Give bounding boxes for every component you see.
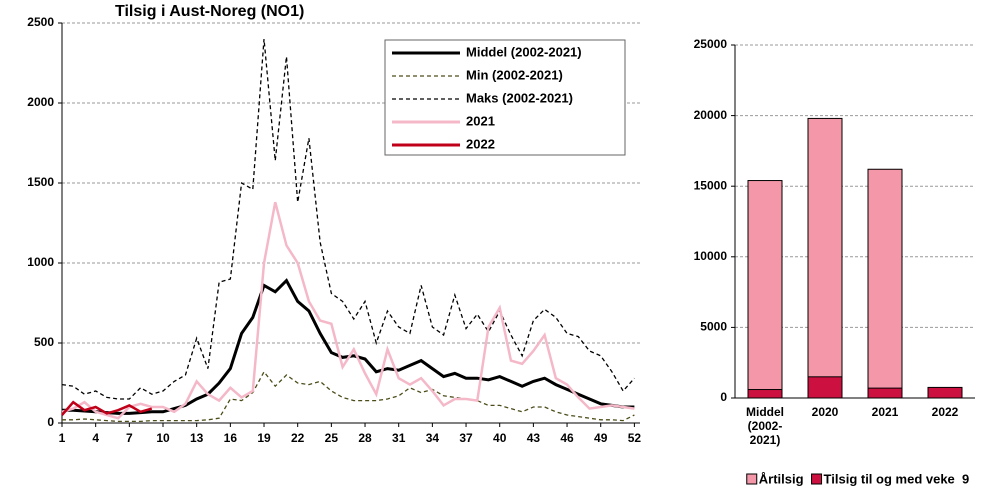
- legend-swatch: [811, 473, 823, 485]
- line-series: [61, 400, 153, 416]
- legend: Årtilsig Tilsig til og med veke 9: [746, 471, 970, 486]
- legend-label: 2021: [466, 113, 495, 128]
- x-tick-label: 52: [628, 431, 642, 445]
- bar: [867, 387, 903, 399]
- legend-label: Årtilsig: [759, 471, 804, 486]
- legend-label: Middel (2002-2021): [466, 44, 582, 59]
- bar: [747, 180, 783, 399]
- x-tick-label: 31: [392, 431, 406, 445]
- x-tick-label: 49: [594, 431, 608, 445]
- legend-label: Maks (2002-2021): [466, 90, 573, 105]
- y-tick-label: 1500: [27, 175, 54, 189]
- y-tick-label: 1000: [27, 255, 54, 269]
- x-tick-label: 10: [156, 431, 170, 445]
- x-tick-label: 37: [459, 431, 473, 445]
- y-tick-label: 5000: [700, 320, 727, 334]
- line-series: [61, 201, 635, 420]
- line-series: [61, 38, 635, 400]
- bar: [807, 376, 843, 399]
- x-tick-label: 28: [358, 431, 372, 445]
- bar: [867, 168, 903, 399]
- x-tick-label: 2022: [931, 405, 959, 419]
- legend-box: [384, 39, 626, 156]
- y-tick-label: 10000: [694, 249, 728, 263]
- y-tick-label: 20000: [694, 108, 728, 122]
- x-tick-label: 22: [291, 431, 305, 445]
- legend: Middel (2002-2021) Min (2002-2021) Maks (2…: [384, 39, 626, 156]
- chart-title: Tilsig i Aust-Noreg (NO1): [115, 3, 304, 20]
- x-tick-label: 46: [560, 431, 574, 445]
- x-tick-label: 19: [257, 431, 271, 445]
- line-series: [62, 370, 635, 423]
- x-tick-label: 13: [190, 431, 204, 445]
- y-tick-label: 0: [720, 390, 727, 404]
- y-tick-label: 2500: [27, 15, 54, 29]
- legend-swatch: [746, 473, 758, 485]
- y-tick-label: 25000: [694, 37, 728, 51]
- legend-label: Min (2002-2021): [466, 67, 563, 82]
- x-tick-label: 4: [92, 431, 99, 445]
- y-tick-label: 2000: [27, 95, 54, 109]
- x-tick-label: 7: [126, 431, 133, 445]
- x-tick-label: 1: [59, 431, 66, 445]
- x-tick-label: 25: [325, 431, 339, 445]
- x-tick-label: 40: [493, 431, 507, 445]
- y-tick-label: 500: [34, 335, 54, 349]
- x-tick-label: 34: [426, 431, 440, 445]
- x-tick-label: 2020: [811, 405, 839, 419]
- legend-label: 2022: [466, 136, 495, 151]
- bar: [747, 389, 783, 399]
- y-tick-label: 0: [47, 415, 54, 429]
- x-tick-label: 2021: [871, 405, 899, 419]
- x-tick-label: Middel (2002-2021): [746, 405, 784, 447]
- legend-label: Tilsig til og med veke 9: [824, 471, 970, 486]
- x-tick-label: 16: [224, 431, 238, 445]
- x-tick-label: 43: [527, 431, 541, 445]
- y-tick-label: 15000: [694, 178, 728, 192]
- bar: [807, 117, 843, 399]
- bar: [927, 386, 963, 399]
